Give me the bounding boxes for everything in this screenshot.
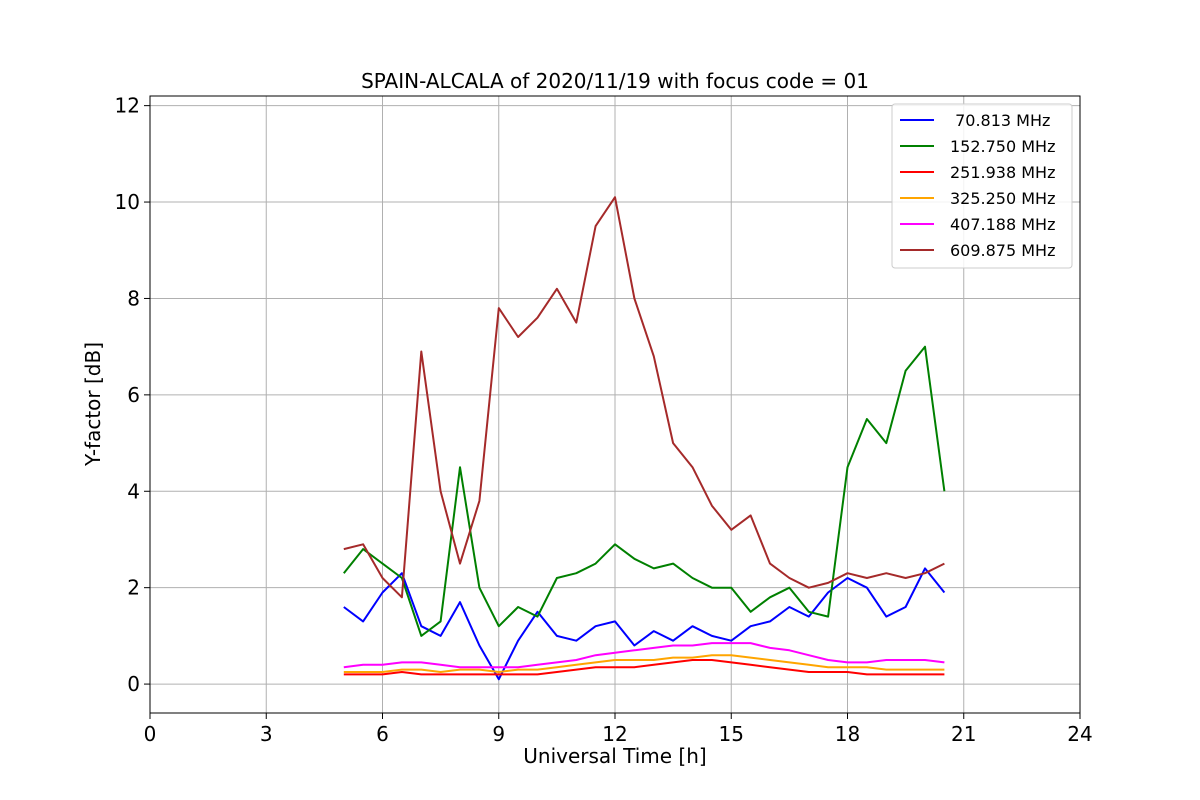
y-tick-label: 2 <box>127 576 140 600</box>
legend-label-3: 325.250 MHz <box>950 189 1055 208</box>
legend: 70.813 MHz 152.750 MHz 251.938 MHz 325.250 … <box>891 103 1073 269</box>
series-line-5 <box>343 196 945 599</box>
legend-box <box>891 103 1073 269</box>
x-tick-label: 9 <box>492 722 505 746</box>
x-tick-label: 6 <box>376 722 389 746</box>
chart-title: SPAIN-ALCALA of 2020/11/19 with focus co… <box>361 69 869 93</box>
y-tick-label: 0 <box>127 672 140 696</box>
x-tick-label: 3 <box>260 722 273 746</box>
legend-label-5: 609.875 MHz <box>950 241 1055 260</box>
y-tick-label: 8 <box>127 286 140 310</box>
series-line-0 <box>343 567 946 681</box>
y-axis: 0 2 4 6 8 10 12 <box>115 94 150 696</box>
x-tick-label: 18 <box>835 722 860 746</box>
legend-label-4: 407.188 MHz <box>950 215 1055 234</box>
x-axis-label: Universal Time [h] <box>523 744 706 768</box>
x-tick-label: 24 <box>1067 722 1092 746</box>
y-axis-label: Y-factor [dB] <box>81 342 105 467</box>
y-tick-label: 6 <box>127 383 140 407</box>
x-tick-label: 15 <box>719 722 744 746</box>
series-line-1 <box>343 345 946 637</box>
legend-label-0: 70.813 MHz <box>950 111 1050 130</box>
y-tick-label: 10 <box>115 190 140 214</box>
y-tick-label: 12 <box>115 94 140 118</box>
plot-lines <box>343 196 946 681</box>
grid <box>149 96 1081 713</box>
x-tick-label: 12 <box>602 722 627 746</box>
x-tick-label: 0 <box>144 722 157 746</box>
legend-label-2: 251.938 MHz <box>950 163 1055 182</box>
series-line-4 <box>343 642 945 669</box>
series-line-3 <box>343 654 945 673</box>
y-tick-label: 4 <box>127 479 140 503</box>
x-tick-label: 21 <box>951 722 976 746</box>
legend-label-1: 152.750 MHz <box>950 137 1055 156</box>
series-line-2 <box>343 659 945 676</box>
x-axis: 0 3 6 9 12 15 18 21 24 <box>144 713 1093 746</box>
